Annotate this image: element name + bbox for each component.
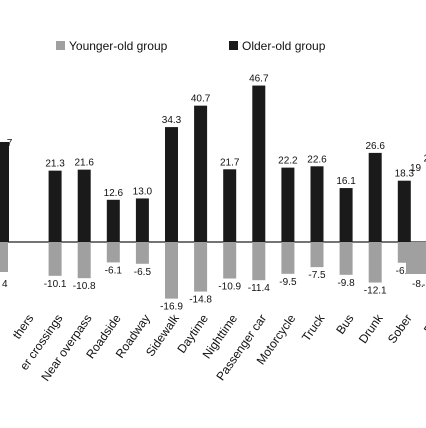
- bar-younger-old-others: [0, 242, 8, 272]
- value-label-younger-old-motorcycle: -9.5: [279, 277, 297, 288]
- bar-older-old-sidewalk: [165, 127, 178, 242]
- value-label-older-old-drunk: 26.6: [365, 141, 385, 152]
- value-label-younger-old-roadside: -6.1: [105, 265, 123, 276]
- category-label-bus: Bus: [333, 312, 356, 337]
- category-label-flat: Flat: [421, 311, 426, 336]
- bar-older-old-passenger-car: [252, 85, 266, 243]
- value-label-younger-old-drunk: -12.1: [364, 286, 387, 297]
- bar-older-old-motorcycle: [281, 167, 295, 242]
- value-label-younger-old-sober: -6.2: [396, 266, 414, 277]
- value-label-older-old-truck: 22.6: [307, 154, 327, 165]
- value-label-younger-old-sidewalk: -16.9: [160, 302, 183, 313]
- category-label-drunk: Drunk: [356, 311, 386, 346]
- value-label-younger-old-other-crossings: -10.1: [44, 279, 67, 290]
- value-label-older-old-roadside: 12.6: [104, 188, 124, 199]
- value-label-younger-old-roadway: -6.5: [134, 267, 152, 278]
- bar-older-old-roadway: [135, 198, 149, 242]
- value-label-older-old-passenger-car: 46.7: [249, 74, 269, 85]
- bar-younger-old-bus: [339, 242, 353, 275]
- value-label-older-old-flat: 22.8: [424, 154, 426, 165]
- bar-older-old-bus: [339, 188, 353, 242]
- bar-younger-old-near-overpass: [77, 242, 91, 279]
- value-label-older-old-others: .7: [4, 138, 13, 149]
- value-label-younger-old-daytime: -14.8: [189, 295, 212, 306]
- value-label-older-old-near-overpass: 21.6: [74, 158, 94, 169]
- category-label-others: thers: [10, 312, 37, 342]
- legend-swatch-younger-old: [56, 41, 65, 50]
- bar-older-old-daytime: [194, 105, 208, 242]
- bar-younger-old-roadside: [106, 242, 120, 263]
- value-label-older-old-sidewalk: 34.3: [162, 115, 182, 126]
- category-label-sober: Sober: [385, 312, 415, 346]
- value-label-older-old-cut-off: 19: [410, 163, 422, 174]
- value-label-younger-old-others: 4: [2, 279, 8, 290]
- bar-younger-old-daytime: [194, 242, 208, 292]
- bar-older-old-near-overpass: [77, 169, 91, 242]
- category-label-truck: Truck: [299, 311, 328, 344]
- legend: Younger-old group Older-old group: [56, 39, 326, 53]
- bar-younger-old-truck: [310, 242, 324, 268]
- bar-older-old-other-crossings: [48, 170, 62, 242]
- bar-younger-old-nighttime: [223, 242, 237, 279]
- value-label-younger-old-cut-off: -8.: [412, 279, 424, 290]
- legend-label-younger-old: Younger-old group: [69, 39, 168, 53]
- legend-label-older-old: Older-old group: [242, 39, 326, 53]
- value-label-older-old-daytime: 40.7: [191, 94, 211, 105]
- bar-younger-old-cut-off: [406, 242, 426, 274]
- bar-younger-old-other-crossings: [48, 242, 62, 276]
- value-label-older-old-other-crossings: 21.3: [45, 159, 65, 170]
- value-label-older-old-bus: 16.1: [336, 176, 356, 187]
- value-label-younger-old-passenger-car: -11.4: [248, 283, 270, 294]
- value-label-younger-old-bus: -9.8: [337, 278, 355, 289]
- bar-older-old-sober: [397, 180, 411, 242]
- value-label-younger-old-truck: -7.5: [308, 270, 326, 281]
- bar-younger-old-sidewalk: [165, 242, 178, 299]
- bar-older-old-drunk: [368, 152, 382, 242]
- value-label-younger-old-nighttime: -10.9: [218, 282, 241, 293]
- value-label-older-old-roadway: 13.0: [133, 186, 153, 197]
- bar-older-old-others: [0, 142, 9, 242]
- bar-younger-old-drunk: [368, 242, 382, 283]
- value-label-younger-old-flat: -10.4: [422, 280, 426, 291]
- value-label-older-old-motorcycle: 22.2: [278, 156, 298, 167]
- value-label-older-old-nighttime: 21.7: [220, 157, 240, 168]
- bar-older-old-truck: [310, 166, 324, 242]
- bar-older-old-roadside: [106, 199, 120, 242]
- legend-swatch-older-old: [229, 41, 238, 50]
- bar-younger-old-passenger-car: [252, 242, 266, 281]
- bar-older-old-nighttime: [223, 169, 237, 242]
- bar-younger-old-roadway: [135, 242, 149, 264]
- value-label-younger-old-near-overpass: -10.8: [73, 281, 96, 292]
- bar-younger-old-motorcycle: [281, 242, 295, 274]
- value-label-older-old-sober: 18.3: [395, 169, 415, 180]
